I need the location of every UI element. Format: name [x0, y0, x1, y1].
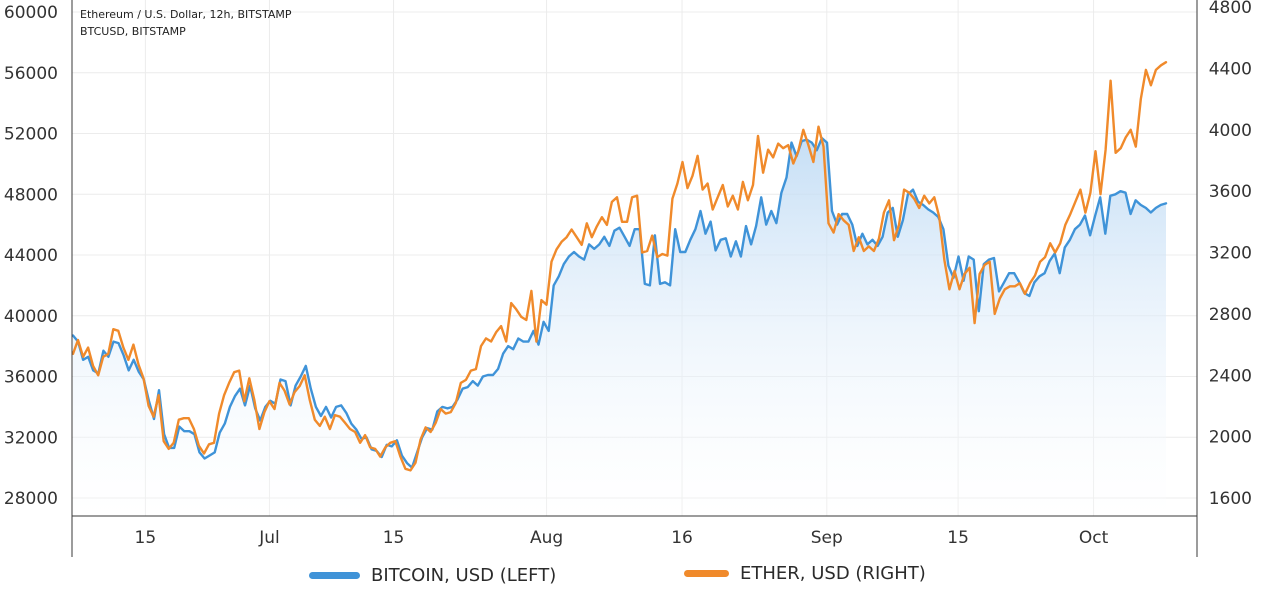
x-tick-label: 15	[383, 528, 405, 548]
series-area-bitcoin	[73, 138, 1166, 516]
y-left-tick-label: 28000	[4, 489, 58, 509]
legend-item-bitcoin: BITCOIN, USD (LEFT)	[309, 565, 556, 586]
y-left-tick-label: 44000	[4, 246, 58, 266]
x-tick-label: 16	[671, 528, 693, 548]
chart-header-line-2: BTCUSD, BITSTAMP	[80, 25, 186, 38]
x-tick-label: Aug	[530, 528, 563, 548]
y-left-tick-label: 32000	[4, 428, 58, 448]
y-left-tick-label: 60000	[4, 3, 58, 23]
x-axis-ticks: 15 Jul 15 Aug 16 Sep 15 Oct	[135, 528, 1109, 548]
x-tick-label: Oct	[1079, 528, 1109, 548]
legend: BITCOIN, USD (LEFT) ETHER, USD (RIGHT)	[309, 563, 926, 586]
chart-header: Ethereum / U.S. Dollar, 12h, BITSTAMP BT…	[80, 8, 292, 38]
x-tick-label: Jul	[258, 528, 280, 548]
y-left-tick-label: 48000	[4, 185, 58, 205]
series-line-ether	[71, 61, 1168, 472]
y-right-tick-label: 1600	[1209, 489, 1252, 509]
y-left-tick-label: 52000	[4, 125, 58, 145]
legend-swatch-bitcoin	[309, 572, 360, 579]
x-tick-label: 15	[135, 528, 157, 548]
y-left-tick-label: 56000	[4, 64, 58, 84]
x-tick-label: 15	[947, 528, 969, 548]
y-right-tick-label: 3600	[1209, 182, 1252, 202]
y-right-tick-label: 3200	[1209, 244, 1252, 264]
y-right-tick-label: 2000	[1209, 428, 1252, 448]
y-left-tick-label: 36000	[4, 368, 58, 388]
x-tick-label: Sep	[811, 528, 843, 548]
area-layer	[73, 138, 1166, 516]
y-right-tick-label: 4000	[1209, 121, 1252, 141]
y-right-tick-label: 4400	[1209, 59, 1252, 79]
legend-label-ether: ETHER, USD (RIGHT)	[740, 563, 926, 584]
y-right-tick-label: 2400	[1209, 366, 1252, 386]
y-axis-left-ticks: 28000 32000 36000 40000 44000 48000 52000 56000…	[4, 3, 58, 509]
y-right-tick-label: 2800	[1209, 305, 1252, 325]
axes	[71, 0, 1198, 557]
chart-header-line-1: Ethereum / U.S. Dollar, 12h, BITSTAMP	[80, 8, 292, 21]
series-lines	[71, 61, 1168, 472]
legend-label-bitcoin: BITCOIN, USD (LEFT)	[371, 565, 556, 586]
legend-item-ether: ETHER, USD (RIGHT)	[684, 563, 926, 584]
y-right-tick-label: 4800	[1209, 0, 1252, 18]
y-axis-right-ticks: 1600 2000 2400 2800 3200 3600 4000 4400 4800	[1209, 0, 1252, 509]
y-left-tick-label: 40000	[4, 307, 58, 327]
legend-swatch-ether	[684, 570, 729, 577]
